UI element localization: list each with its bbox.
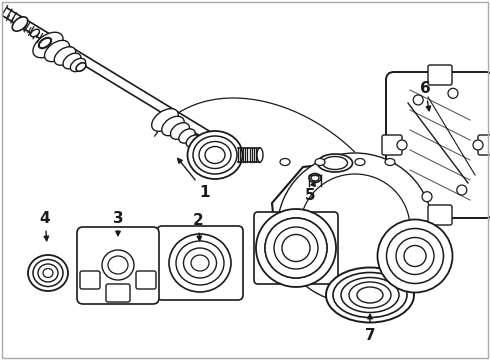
FancyBboxPatch shape <box>80 271 100 289</box>
Ellipse shape <box>199 141 231 168</box>
Ellipse shape <box>179 129 195 143</box>
Ellipse shape <box>265 218 327 278</box>
Ellipse shape <box>176 241 224 285</box>
Circle shape <box>413 95 423 105</box>
Ellipse shape <box>265 218 327 278</box>
Ellipse shape <box>186 135 200 147</box>
Ellipse shape <box>205 147 225 163</box>
FancyBboxPatch shape <box>386 72 490 218</box>
FancyBboxPatch shape <box>428 65 452 85</box>
Ellipse shape <box>309 174 321 183</box>
Text: 1: 1 <box>178 158 210 199</box>
Circle shape <box>448 88 458 98</box>
Ellipse shape <box>30 29 39 37</box>
Ellipse shape <box>183 248 217 278</box>
Ellipse shape <box>63 53 81 69</box>
Text: 3: 3 <box>113 211 123 236</box>
Ellipse shape <box>341 278 399 312</box>
Ellipse shape <box>355 158 365 166</box>
Ellipse shape <box>191 255 209 271</box>
Ellipse shape <box>396 238 434 275</box>
Ellipse shape <box>282 234 310 261</box>
Circle shape <box>397 140 407 150</box>
Ellipse shape <box>322 157 347 170</box>
Ellipse shape <box>357 287 383 303</box>
Ellipse shape <box>274 227 318 269</box>
FancyBboxPatch shape <box>136 271 156 289</box>
Ellipse shape <box>377 220 452 293</box>
Ellipse shape <box>274 227 318 269</box>
Ellipse shape <box>280 158 290 166</box>
Ellipse shape <box>385 158 395 166</box>
FancyBboxPatch shape <box>157 226 243 300</box>
Ellipse shape <box>257 148 263 162</box>
Ellipse shape <box>300 174 410 282</box>
FancyBboxPatch shape <box>428 205 452 225</box>
Ellipse shape <box>188 131 243 179</box>
Text: 7: 7 <box>365 314 375 342</box>
Ellipse shape <box>43 269 53 278</box>
Ellipse shape <box>33 32 63 58</box>
Ellipse shape <box>171 123 190 139</box>
Ellipse shape <box>315 158 325 166</box>
FancyBboxPatch shape <box>478 135 490 155</box>
Ellipse shape <box>54 47 76 65</box>
Ellipse shape <box>33 260 63 287</box>
Ellipse shape <box>71 58 86 72</box>
Ellipse shape <box>333 273 407 318</box>
Ellipse shape <box>349 282 391 308</box>
Ellipse shape <box>39 38 51 48</box>
Text: 5: 5 <box>305 181 315 202</box>
Ellipse shape <box>162 116 184 136</box>
Text: 4: 4 <box>40 211 50 241</box>
FancyBboxPatch shape <box>254 212 338 284</box>
Ellipse shape <box>326 267 414 323</box>
Ellipse shape <box>28 255 68 291</box>
Ellipse shape <box>404 246 426 266</box>
Circle shape <box>473 140 483 150</box>
Ellipse shape <box>193 136 237 174</box>
Ellipse shape <box>12 17 28 31</box>
Text: 2: 2 <box>193 212 203 241</box>
Circle shape <box>422 192 432 202</box>
Ellipse shape <box>76 63 86 71</box>
FancyBboxPatch shape <box>77 227 159 304</box>
Ellipse shape <box>318 154 352 172</box>
Ellipse shape <box>277 153 433 303</box>
Ellipse shape <box>311 175 319 181</box>
Ellipse shape <box>102 250 134 280</box>
Circle shape <box>457 185 467 195</box>
Ellipse shape <box>169 234 231 292</box>
FancyBboxPatch shape <box>106 284 130 302</box>
Polygon shape <box>272 165 436 291</box>
Ellipse shape <box>282 234 310 261</box>
Ellipse shape <box>38 264 58 282</box>
Ellipse shape <box>45 40 70 62</box>
FancyBboxPatch shape <box>382 135 402 155</box>
Ellipse shape <box>256 209 336 287</box>
Text: 6: 6 <box>419 81 431 111</box>
Ellipse shape <box>108 256 128 274</box>
Ellipse shape <box>387 229 443 284</box>
Ellipse shape <box>152 109 178 131</box>
